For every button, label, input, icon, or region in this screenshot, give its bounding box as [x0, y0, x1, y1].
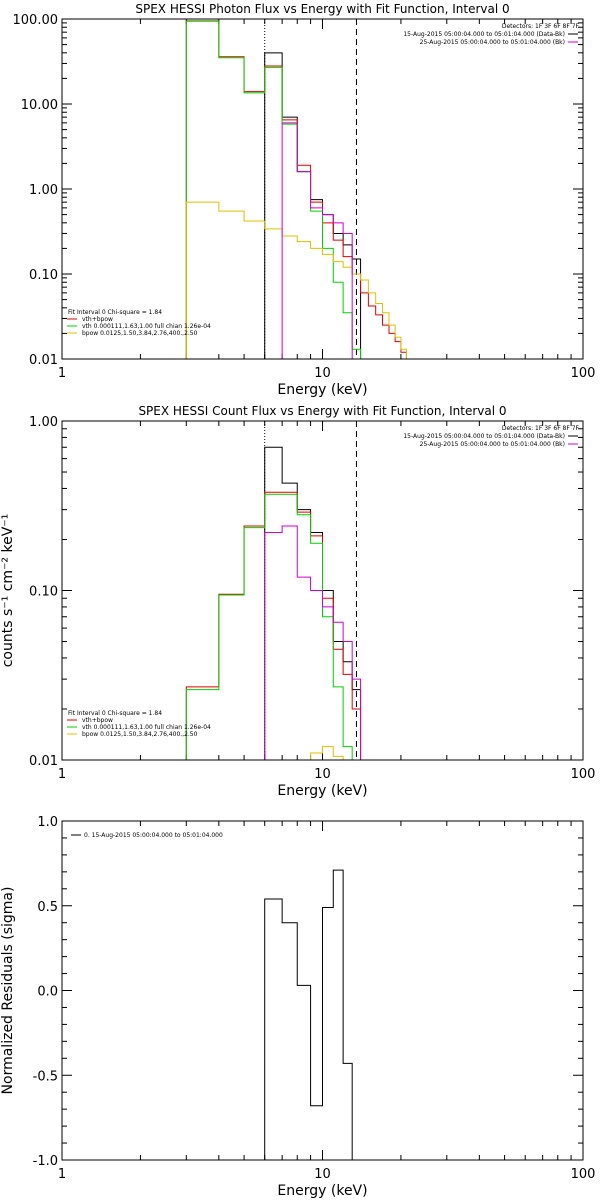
y-tick-label: -0.5 — [33, 1069, 58, 1084]
x-tick-label: 100 — [571, 366, 596, 381]
x-axis-label: Energy (keV) — [277, 382, 367, 398]
x-axis: 1 10 100 Energy (keV) — [58, 821, 596, 1199]
y-axis-label: Normalized Residuals (sigma) — [0, 887, 16, 1095]
x-axis: 1 10 100 Energy (keV) — [58, 19, 596, 398]
series-vth — [185, 493, 353, 760]
y-axis: -1.0 -0.5 0.0 0.5 1.0 Normalized Residuals (s… — [0, 815, 583, 1169]
y-tick-label: 0.0 — [37, 985, 58, 1000]
chart-title: SPEX HESSI Photon Flux vs Energy with Fi… — [135, 2, 509, 16]
chart-title: SPEX HESSI Count Flux vs Energy with Fit… — [138, 404, 506, 418]
y-tick-label: 0.01 — [29, 353, 58, 368]
y-tick-label: 1.00 — [29, 415, 58, 430]
fit-legend-label: vth+bpow — [82, 717, 113, 724]
detectors-label: Detectors: 1F 3F 6F 8F 7F — [502, 425, 580, 432]
series-vth-bpow — [185, 20, 407, 359]
x-axis: 1 10 100 Energy (keV) — [58, 421, 596, 799]
y-tick-label: 10.00 — [21, 98, 58, 113]
x-tick-label: 10 — [314, 366, 331, 381]
fit-legend-label: vth+bpow — [82, 316, 113, 323]
fit-legend-label: vth 0.000111,1.63,1.00 full chian 1.26e-… — [82, 724, 211, 731]
data-legend-label: 15-Aug-2015 05:00:04.000 to 05:01:04.000… — [403, 433, 565, 440]
series-bk — [264, 525, 362, 760]
series-data-bk — [264, 52, 362, 359]
series-data-bk — [264, 446, 362, 760]
y-tick-label: 1.00 — [29, 183, 58, 198]
x-tick-label: 1 — [58, 767, 66, 782]
series-bk — [281, 122, 353, 359]
series-0-15-aug-2015-05-00-04-000-to-05-01-04-000 — [264, 869, 353, 1160]
y-tick-label: 0.10 — [29, 268, 58, 283]
y-tick-label: 100.00 — [13, 13, 59, 28]
x-tick-label: 1 — [58, 1167, 66, 1182]
x-tick-label: 10 — [314, 767, 331, 782]
y-tick-label: 1.0 — [37, 815, 58, 830]
x-axis-label: Energy (keV) — [277, 1183, 367, 1199]
chart-panel-1: SPEX HESSI Photon Flux vs Energy with Fi… — [13, 2, 596, 398]
fit-legend-label: vth 0.000111,1.63,1.00 full chian 1.26e-… — [82, 323, 211, 330]
y-tick-label: 0.5 — [37, 900, 58, 915]
plot-frame — [61, 820, 584, 1161]
x-axis-label: Energy (keV) — [277, 783, 367, 799]
x-tick-label: 1 — [58, 366, 66, 381]
y-axis-label: counts s⁻¹ cm⁻² keV⁻¹ — [0, 514, 16, 668]
data-legend-label: 25-Aug-2015 05:00:04.000 to 05:01:04.000… — [420, 39, 565, 46]
series-group — [185, 20, 407, 359]
x-tick-label: 100 — [571, 767, 596, 782]
series-vth-bpow — [185, 491, 362, 760]
chart-panel-2: SPEX HESSI Count Flux vs Energy with Fit… — [0, 404, 595, 799]
data-legend-label: 15-Aug-2015 05:00:04.000 to 05:01:04.000… — [403, 31, 565, 38]
x-tick-label: 10 — [314, 1167, 331, 1182]
y-tick-label: 0.01 — [29, 754, 58, 769]
y-axis: 0.01 0.10 1.00 10.00 100.00 — [13, 13, 583, 368]
y-axis: 0.01 0.10 1.00 counts s⁻¹ cm⁻² keV⁻¹ — [0, 415, 583, 769]
y-tick-label: -1.0 — [33, 1154, 58, 1169]
y-tick-label: 0.10 — [29, 585, 58, 600]
plot-frame — [61, 420, 584, 761]
series-group — [264, 869, 353, 1160]
detectors-label: Detectors: 1F 3F 6F 8F 7F — [502, 23, 580, 30]
fit-legend-label: bpow 0.0125,1.50,3.84,2.76,400.,2.50 — [82, 731, 198, 738]
fit-legend-label: bpow 0.0125,1.50,3.84,2.76,400.,2.50 — [82, 330, 198, 337]
series-bpow — [296, 746, 344, 760]
series-group — [185, 446, 362, 760]
data-legend-label: 25-Aug-2015 05:00:04.000 to 05:01:04.000… — [420, 441, 565, 448]
fit-legend-label: Fit Interval 0 Chi-square = 1.84 — [68, 309, 162, 316]
chart-panel-3: 1 10 100 Energy (keV) -1.0 -0.5 0.0 0.5 1.0 Norma… — [0, 815, 595, 1199]
plot-frame — [61, 18, 584, 360]
fit-legend-label: Fit Interval 0 Chi-square = 1.84 — [68, 710, 162, 717]
legend-label: 0. 15-Aug-2015 05:00:04.000 to 05:01:04.… — [84, 832, 223, 839]
x-tick-label: 100 — [571, 1167, 596, 1182]
series-bpow — [185, 201, 407, 359]
series-vth — [185, 20, 362, 359]
